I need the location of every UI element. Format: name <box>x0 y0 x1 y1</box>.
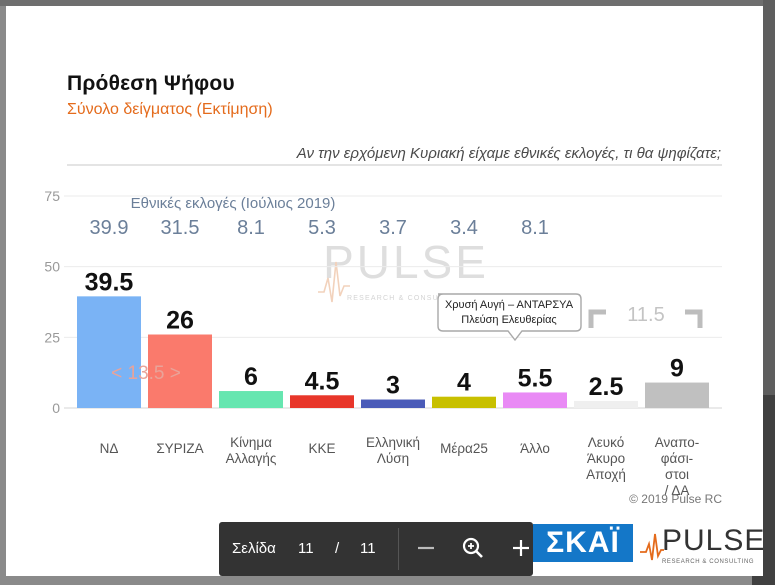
pulse-logo-text: PULSE <box>662 524 763 557</box>
bracket-left <box>588 309 606 328</box>
category-label: στοι <box>665 467 689 482</box>
reference-value: 39.9 <box>90 217 129 239</box>
gap-annotation: < 13.5 > <box>111 363 181 384</box>
category-label: Κίνημα <box>230 435 272 450</box>
viewer-top-bar <box>0 0 775 6</box>
bar <box>574 400 638 408</box>
skai-logo: ΣΚΑΪ <box>533 524 633 562</box>
bar <box>503 392 567 408</box>
current-page-input[interactable]: 11 <box>298 540 314 557</box>
category-label: Αναπο- <box>655 435 699 450</box>
vote-intention-chart: PULSE RESEARCH & CONSULTING 0 25 50 75 Εθνικές… <box>44 188 722 506</box>
value-label: 2.5 <box>589 373 624 401</box>
page-label: Σελίδα <box>232 540 276 557</box>
reference-value: 31.5 <box>161 217 200 239</box>
pulse-logo: PULSE RESEARCH & CONSULTING <box>640 524 763 570</box>
category-label: ΚΚΕ <box>308 441 335 456</box>
bar <box>645 382 709 408</box>
callout-bubble <box>437 293 582 342</box>
category-label: Αποχή <box>586 467 626 482</box>
copyright-text: © 2019 Pulse RC <box>629 492 722 506</box>
value-label: 39.5 <box>85 268 134 296</box>
category-label: ΝΔ <box>100 441 119 456</box>
category-label: Άκυρο <box>587 451 625 466</box>
question-divider <box>67 164 722 166</box>
magnifier-icon <box>462 537 483 558</box>
y-tick-label: 0 <box>52 400 60 416</box>
callout-line: Χρυσή Αυγή – ΑΝΤΑΡΣΥΑ <box>445 299 574 311</box>
category-label: ΣΥΡΙΖΑ <box>156 441 203 456</box>
category-label: Λύση <box>377 451 409 466</box>
watermark-subtext: RESEARCH & CONSULTING <box>347 295 465 302</box>
reference-value: 5.3 <box>308 217 336 239</box>
fit-zoom-button[interactable] <box>459 534 487 562</box>
bar <box>432 396 496 408</box>
pulse-logo-subtext: RESEARCH & CONSULTING <box>662 559 755 565</box>
bar <box>219 391 283 408</box>
category-label: Άλλο <box>520 441 550 456</box>
pdf-toolbar: Σελίδα 11 / 11 <box>219 522 533 576</box>
toolbar-divider <box>398 528 399 570</box>
zoom-in-button[interactable] <box>507 534 535 562</box>
callout-line: Πλεύση Ελευθερίας <box>461 314 556 326</box>
value-label: 5.5 <box>518 364 553 392</box>
watermark-text: PULSE <box>323 236 489 288</box>
category-label: Μέρα25 <box>440 441 488 456</box>
bracket-right <box>685 309 703 328</box>
bar <box>361 399 425 408</box>
y-tick-label: 75 <box>44 188 60 204</box>
category-label: Λευκό <box>588 435 625 450</box>
value-label: 4.5 <box>305 367 340 395</box>
bar <box>148 334 212 408</box>
page-separator: / <box>335 540 340 557</box>
plus-icon <box>513 540 529 556</box>
reference-label: Εθνικές εκλογές (Ιούλιος 2019) <box>131 195 336 212</box>
reference-value: 8.1 <box>237 217 265 239</box>
category-label: Αλλαγής <box>226 451 277 466</box>
value-label: 26 <box>166 307 194 335</box>
reference-value: 8.1 <box>521 217 549 239</box>
y-tick-label: 25 <box>44 329 60 345</box>
value-label: 3 <box>386 372 400 400</box>
pulse-wave-icon <box>640 533 664 561</box>
watermark-wave-icon <box>318 261 350 303</box>
value-label: 4 <box>457 369 471 397</box>
category-label: Ελληνική <box>366 435 420 450</box>
reference-value: 3.7 <box>379 217 407 239</box>
reference-value: 3.4 <box>450 217 478 239</box>
zoom-out-button[interactable] <box>412 534 440 562</box>
value-label: 9 <box>670 355 684 383</box>
category-label: φάσι- <box>661 451 693 466</box>
survey-question: Αν την ερχόμενη Κυριακή είχαμε εθνικές ε… <box>296 145 721 162</box>
slide-page: Πρόθεση Ψήφου Σύνολο δείγματος (Εκτίμηση… <box>6 6 763 576</box>
slide-subtitle: Σύνολο δείγματος (Εκτίμηση) <box>67 101 273 118</box>
total-pages: 11 <box>360 540 376 557</box>
bracket-annotation: 11.5 <box>627 304 664 326</box>
bar <box>77 296 141 408</box>
minus-icon <box>418 546 434 550</box>
value-label: 6 <box>244 363 258 391</box>
slide-title: Πρόθεση Ψήφου <box>67 72 235 95</box>
category-label: / ΔΑ <box>665 483 690 498</box>
y-tick-label: 50 <box>44 259 60 275</box>
bar <box>290 395 354 408</box>
